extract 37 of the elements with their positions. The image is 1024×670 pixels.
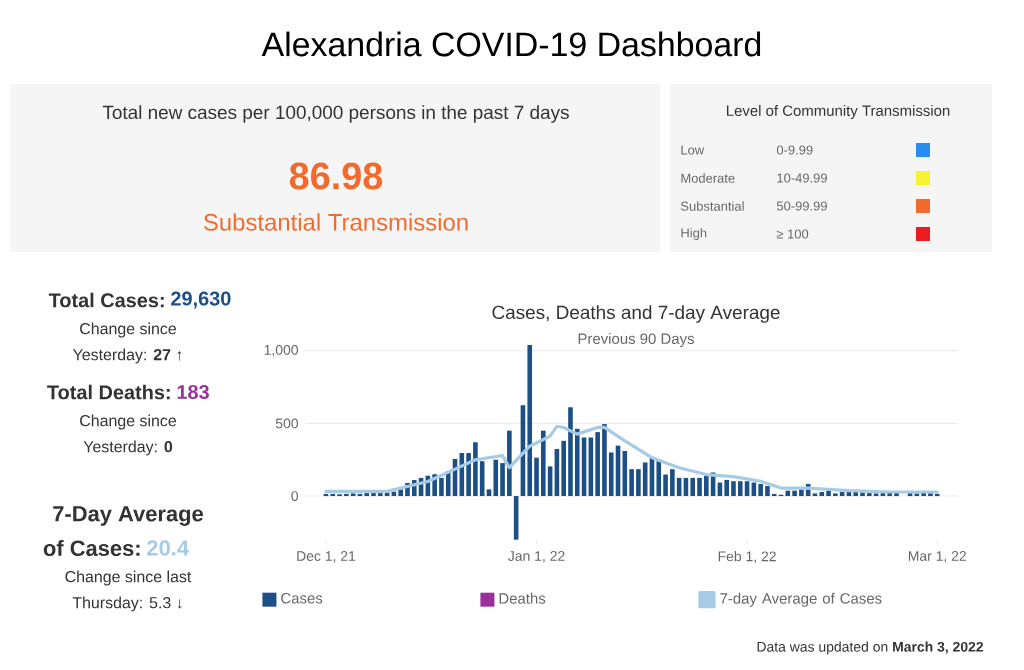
text: of Cases: (43, 539, 140, 557)
text: Substantial Transmission (203, 213, 468, 231)
chart-title: Cases, Deaths and 7-day Average (492, 305, 780, 323)
bar (724, 479, 729, 497)
bar (697, 477, 702, 497)
text: 7-Day Average (53, 506, 203, 526)
bar (792, 490, 797, 497)
bar (758, 483, 763, 497)
text: 86.98 (289, 162, 383, 190)
text: 183 (177, 384, 209, 400)
text: 29,630 (171, 291, 231, 309)
text: Total Cases: (48, 292, 164, 308)
bar (731, 481, 736, 497)
text: Alexandria COVID-19 Dashboard (261, 31, 761, 57)
text: Total new cases per 100,000 persons in the past 7 days (102, 105, 569, 123)
bar (439, 477, 444, 497)
bar (853, 491, 859, 497)
bar (737, 481, 743, 497)
bar (656, 461, 662, 497)
bar (636, 469, 641, 497)
bar (704, 475, 709, 497)
bar (670, 469, 675, 497)
bar (568, 407, 573, 497)
text: Total Deaths: (47, 384, 170, 400)
bar (473, 442, 478, 497)
bar (690, 477, 696, 497)
bar (826, 490, 831, 497)
bar (493, 459, 499, 497)
bar (602, 424, 607, 497)
bar (527, 344, 533, 497)
bar (541, 430, 546, 497)
bar (595, 432, 600, 497)
bar (765, 485, 770, 497)
text: 20.4 (147, 540, 189, 556)
bar (819, 491, 825, 497)
bar (507, 430, 512, 497)
line-series (324, 424, 939, 494)
